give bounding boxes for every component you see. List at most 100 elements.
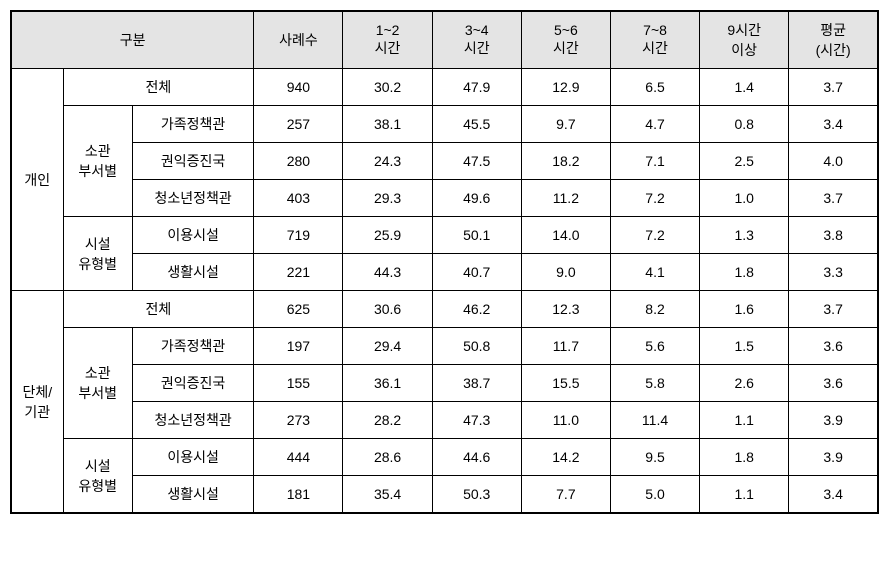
data-cell: 18.2: [521, 143, 610, 180]
data-cell: 47.3: [432, 402, 521, 439]
data-cell: 36.1: [343, 365, 432, 402]
table-row: 생활시설18135.450.37.75.01.13.4: [11, 476, 878, 514]
table-row: 소관 부서별가족정책관19729.450.811.75.61.53.6: [11, 328, 878, 365]
data-cell: 3.7: [789, 180, 878, 217]
section-label: 소관 부서별: [63, 328, 132, 439]
data-cell: 9.0: [521, 254, 610, 291]
data-cell: 1.4: [700, 69, 789, 106]
data-cell: 7.1: [610, 143, 699, 180]
row-label: 가족정책관: [132, 328, 253, 365]
table-row: 생활시설22144.340.79.04.11.83.3: [11, 254, 878, 291]
data-cell: 45.5: [432, 106, 521, 143]
header-count: 사례수: [254, 11, 343, 69]
data-cell: 3.7: [789, 291, 878, 328]
data-cell: 11.4: [610, 402, 699, 439]
header-3-4: 3~4 시간: [432, 11, 521, 69]
data-cell: 30.2: [343, 69, 432, 106]
header-1-2: 1~2 시간: [343, 11, 432, 69]
data-cell: 3.6: [789, 365, 878, 402]
data-cell: 221: [254, 254, 343, 291]
data-cell: 46.2: [432, 291, 521, 328]
data-cell: 4.0: [789, 143, 878, 180]
row-label: 이용시설: [132, 217, 253, 254]
data-cell: 40.7: [432, 254, 521, 291]
data-cell: 44.6: [432, 439, 521, 476]
data-cell: 403: [254, 180, 343, 217]
data-cell: 11.0: [521, 402, 610, 439]
table-row: 권익증진국15536.138.715.55.82.63.6: [11, 365, 878, 402]
data-cell: 12.3: [521, 291, 610, 328]
data-cell: 11.2: [521, 180, 610, 217]
data-cell: 1.8: [700, 254, 789, 291]
table-row: 소관 부서별가족정책관25738.145.59.74.70.83.4: [11, 106, 878, 143]
row-label: 가족정책관: [132, 106, 253, 143]
data-cell: 4.1: [610, 254, 699, 291]
table-row: 시설 유형별이용시설71925.950.114.07.21.33.8: [11, 217, 878, 254]
data-cell: 155: [254, 365, 343, 402]
data-cell: 49.6: [432, 180, 521, 217]
row-label: 생활시설: [132, 476, 253, 514]
data-cell: 197: [254, 328, 343, 365]
data-cell: 1.1: [700, 476, 789, 514]
data-cell: 29.3: [343, 180, 432, 217]
data-cell: 719: [254, 217, 343, 254]
data-cell: 3.6: [789, 328, 878, 365]
data-cell: 47.9: [432, 69, 521, 106]
row-label: 권익증진국: [132, 143, 253, 180]
data-cell: 181: [254, 476, 343, 514]
data-cell: 25.9: [343, 217, 432, 254]
data-cell: 444: [254, 439, 343, 476]
section-total-label: 전체: [63, 291, 254, 328]
group-label: 개인: [11, 69, 63, 291]
data-cell: 7.2: [610, 180, 699, 217]
data-cell: 9.7: [521, 106, 610, 143]
data-cell: 3.4: [789, 476, 878, 514]
data-cell: 8.2: [610, 291, 699, 328]
data-cell: 28.6: [343, 439, 432, 476]
data-cell: 1.1: [700, 402, 789, 439]
data-cell: 280: [254, 143, 343, 180]
data-cell: 30.6: [343, 291, 432, 328]
section-label: 시설 유형별: [63, 217, 132, 291]
data-cell: 14.0: [521, 217, 610, 254]
header-category: 구분: [11, 11, 254, 69]
data-cell: 273: [254, 402, 343, 439]
data-cell: 5.6: [610, 328, 699, 365]
data-cell: 1.0: [700, 180, 789, 217]
data-cell: 14.2: [521, 439, 610, 476]
data-cell: 3.7: [789, 69, 878, 106]
data-cell: 35.4: [343, 476, 432, 514]
data-cell: 50.8: [432, 328, 521, 365]
data-cell: 6.5: [610, 69, 699, 106]
data-cell: 3.9: [789, 402, 878, 439]
header-row: 구분 사례수 1~2 시간 3~4 시간 5~6 시간 7~8 시간 9시간 이…: [11, 11, 878, 69]
data-cell: 50.3: [432, 476, 521, 514]
data-cell: 1.8: [700, 439, 789, 476]
data-cell: 2.5: [700, 143, 789, 180]
row-label: 청소년정책관: [132, 180, 253, 217]
row-label: 청소년정책관: [132, 402, 253, 439]
data-cell: 47.5: [432, 143, 521, 180]
data-cell: 3.4: [789, 106, 878, 143]
data-cell: 5.8: [610, 365, 699, 402]
data-cell: 15.5: [521, 365, 610, 402]
data-cell: 257: [254, 106, 343, 143]
data-cell: 625: [254, 291, 343, 328]
section-total-label: 전체: [63, 69, 254, 106]
data-table: 구분 사례수 1~2 시간 3~4 시간 5~6 시간 7~8 시간 9시간 이…: [10, 10, 879, 514]
table-row: 단체/ 기관전체62530.646.212.38.21.63.7: [11, 291, 878, 328]
group-label: 단체/ 기관: [11, 291, 63, 514]
table-row: 청소년정책관40329.349.611.27.21.03.7: [11, 180, 878, 217]
data-cell: 38.7: [432, 365, 521, 402]
data-cell: 0.8: [700, 106, 789, 143]
section-label: 시설 유형별: [63, 439, 132, 514]
data-cell: 3.8: [789, 217, 878, 254]
table-row: 권익증진국28024.347.518.27.12.54.0: [11, 143, 878, 180]
data-cell: 4.7: [610, 106, 699, 143]
data-cell: 1.6: [700, 291, 789, 328]
table-row: 청소년정책관27328.247.311.011.41.13.9: [11, 402, 878, 439]
header-avg: 평균 (시간): [789, 11, 878, 69]
header-7-8: 7~8 시간: [610, 11, 699, 69]
row-label: 권익증진국: [132, 365, 253, 402]
data-cell: 5.0: [610, 476, 699, 514]
